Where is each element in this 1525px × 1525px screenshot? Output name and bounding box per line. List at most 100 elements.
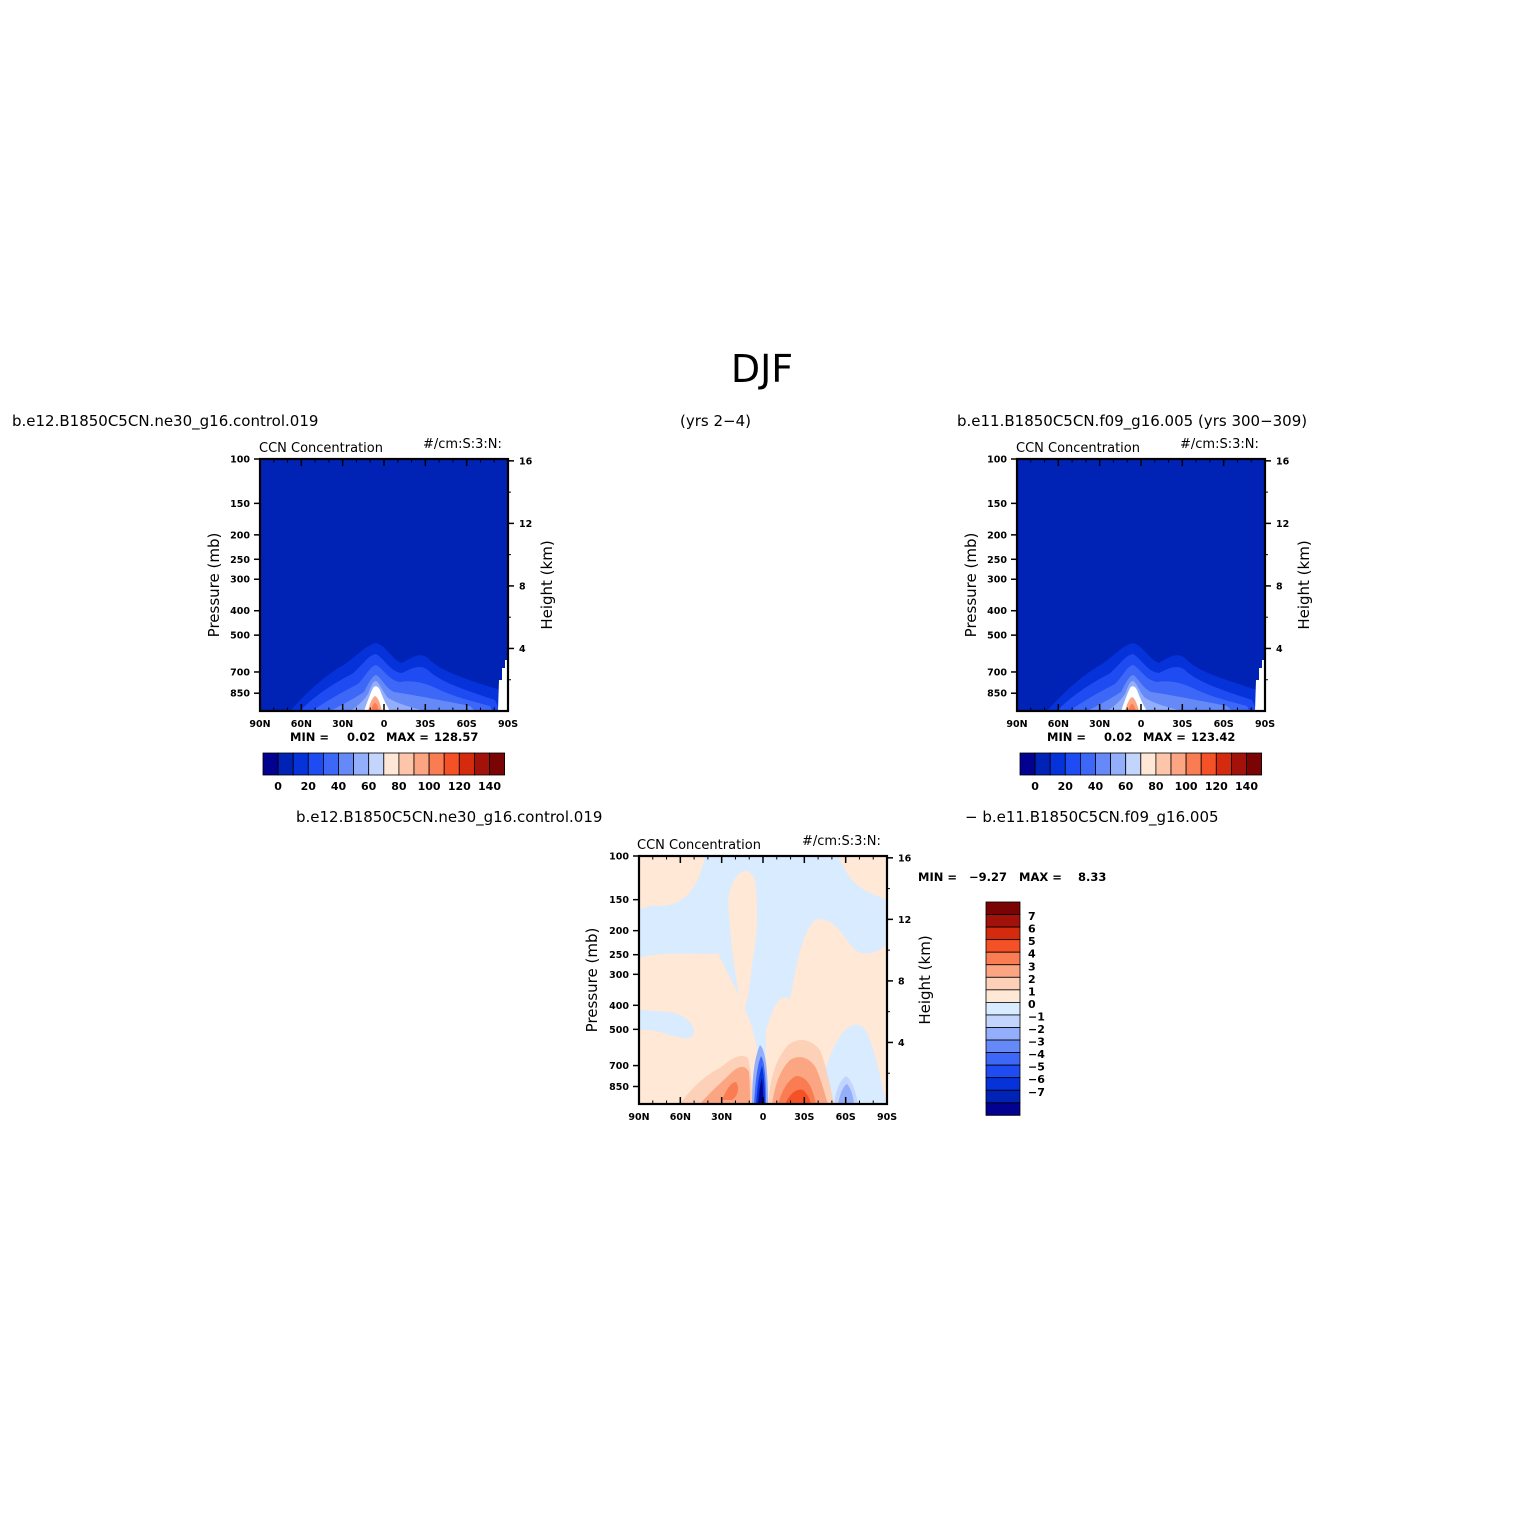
panel-a-xtick-label: 30S [415,719,435,730]
panel-a-colorbar-label: 0 [274,780,282,793]
panel-c-ytick-label: 200 [609,926,629,937]
panel-b-colorbar-swatch [1246,752,1263,776]
panel-b-colorbar-label: 20 [1058,780,1074,793]
panel-c-ytick-label: 500 [609,1025,629,1036]
panel-a-colorbar-swatch [443,752,460,776]
panel-b-ytick-label: 200 [987,530,1007,541]
panel-b-ytick-label: 500 [987,631,1007,642]
panel-c-rtick-label: 8 [898,976,905,987]
panel-c-colorbar-label: −1 [1028,1010,1045,1023]
panel-a-max-value: 128.57 [434,730,478,744]
panel-c-xtick-label: 90S [877,1112,897,1123]
panel-c-colorbar-label: 1 [1028,985,1036,998]
panel-a-colorbar-label: 40 [331,780,347,793]
panel-a-colorbar-swatch [413,752,430,776]
panel-c-xtick-label: 30S [794,1112,814,1123]
panel-c-colorbar-swatch [985,926,1021,941]
panel-a-colorbar-swatch [292,752,309,776]
panel-a-colorbar-swatch [428,752,445,776]
panel-b-ytick-label: 300 [987,575,1007,586]
panel-c-colorbar-label: −5 [1028,1061,1045,1074]
panel-b-xtick-label: 90S [1255,719,1275,730]
panel-c-colorbar-swatch [985,914,1021,928]
panel-a-colorbar-swatch [277,752,294,776]
panel-c-positive-column [728,870,758,1012]
panel-c-ytick-label: 300 [609,970,629,981]
panel-c-field [639,856,887,1104]
panel-a-colorbar-label: 120 [448,780,471,793]
panel-c-colorbar-swatch [985,1002,1021,1016]
panel-a-min-value: 0.02 [347,730,375,744]
panel-a-xtick-label: 60N [291,719,312,730]
panel-c-colorbar-label: −2 [1028,1023,1045,1036]
panel-b-min-label: MIN = [1047,730,1086,744]
panel-c-rtick-label: 16 [898,853,912,864]
panel-a-colorbar-label: 60 [361,780,377,793]
panel-b-colorbar-swatch [1215,752,1232,776]
panel-c-ylabel-right: Height (km) [916,935,934,1024]
panel-b-colorbar-swatch [1155,752,1172,776]
panel-c-colorbar-swatch [985,989,1021,1003]
panel-b-colorbar-swatch [1200,752,1217,776]
panel-b-colorbar-swatch [1125,752,1142,776]
panel-b-max-value: 123.42 [1191,730,1235,744]
panel-a-colorbar-swatch [473,752,490,776]
panel-b-ytick-label: 250 [987,555,1007,566]
panel-c-ytick-label: 400 [609,1001,629,1012]
panel-a-max-label: MAX = [386,730,429,744]
panel-c-colorbar-label: 7 [1028,910,1036,923]
panel-a-ylabel-right: Height (km) [538,540,556,629]
panel-b-colorbar-label: 140 [1235,780,1258,793]
panel-c-colorbar-label: 2 [1028,973,1036,986]
right-case-label: b.e11.B1850C5CN.f09_g16.005 (yrs 300−309… [957,412,1307,431]
panel-c-colorbar-label: −4 [1028,1048,1045,1061]
panel-b-units: #/cm:S:3:N: [1180,437,1259,452]
panel-a-colorbar-swatch [458,752,475,776]
panel-c-positive-top-left [639,856,705,910]
panel-c-ytick-label: 100 [609,852,629,863]
panel-c-ytick-label: 850 [609,1082,629,1093]
panel-c-ytick-label: 250 [609,950,629,961]
panel-a-colorbar-swatch [398,752,415,776]
panel-b-rtick-label: 16 [1276,456,1290,467]
panel-b-missing-strip [1255,660,1265,711]
panel-c-colorbar-label: 5 [1028,935,1036,948]
panel-a-xtick-label: 60S [457,719,477,730]
panel-c-title: CCN Concentration [637,838,761,853]
left-years-label: (yrs 2−4) [680,412,751,430]
panel-c-colorbar-swatch [985,976,1021,991]
panel-b-max-label: MAX = [1143,730,1186,744]
panel-b-colorbar: 0 20 40 60 80 100 120 140 [1019,752,1263,793]
panel-b-contour-8 [1128,704,1136,711]
panel-b-colorbar-swatch [1049,752,1066,776]
panel-b-ytick-label: 150 [987,499,1007,510]
panel-a-xtick-label: 30N [332,719,353,730]
panel-a-colorbar-swatch [489,752,506,776]
panel-c-max-value: 8.33 [1078,870,1106,884]
panel-b: 90N 60N 30N 0 30S 60S 90S100150200250300400500… [962,437,1313,793]
panel-a-colorbar-label: 80 [391,780,407,793]
panel-b-xtick-label: 0 [1138,719,1145,730]
panel-a-xtick-label: 90N [249,719,270,730]
panel-c-units: #/cm:S:3:N: [802,834,881,849]
panel-b-xtick-label: 60S [1214,719,1234,730]
panel-c-colorbar-label: −3 [1028,1036,1045,1049]
panel-c-colorbar-swatch [985,1027,1021,1041]
panel-b-ticks: 90N 60N 30N 0 30S 60S 90S 100 150 200 250 300 400 500… [987,455,1289,731]
panel-a-colorbar-label: 140 [478,780,501,793]
panel-a-ytick-label: 250 [230,555,250,566]
panel-c-min-label: MIN = [918,870,957,884]
panel-b-colorbar-swatch [1140,752,1157,776]
panel-a-ytick-label: 850 [230,689,250,700]
panel-b-ylabel: Pressure (mb) [962,533,980,638]
panel-c-colorbar-swatch [985,964,1021,978]
panel-b-colorbar-label: 100 [1175,780,1198,793]
panel-a-colorbar-swatch [383,752,400,776]
panel-c-neg-lobe-right-2 [838,1084,854,1104]
panel-b-ytick-label: 700 [987,667,1007,678]
panel-c-colorbar-swatch [985,1014,1021,1028]
panel-c-colorbar-swatch [985,901,1021,915]
panel-c-positive-top-right [838,856,887,900]
panel-a-title: CCN Concentration [259,441,383,456]
